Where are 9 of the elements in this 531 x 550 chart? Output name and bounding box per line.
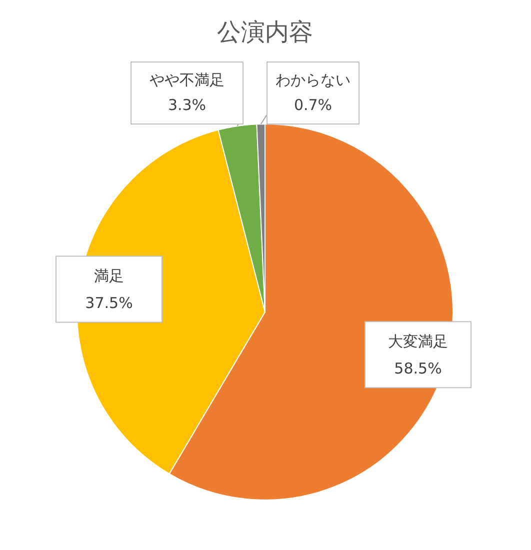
slice-label: 満足 (94, 267, 124, 286)
data-label: 37.5% (85, 294, 133, 312)
slice-label: 大変満足 (388, 332, 448, 351)
slice-label: わからない (276, 71, 350, 89)
slice-label: やや不満足 (150, 71, 224, 89)
data-label: 0.7% (294, 96, 332, 114)
chart-title: 公演内容 (217, 18, 313, 46)
data-label: 3.3% (168, 96, 206, 114)
data-label: 58.5% (394, 360, 442, 378)
